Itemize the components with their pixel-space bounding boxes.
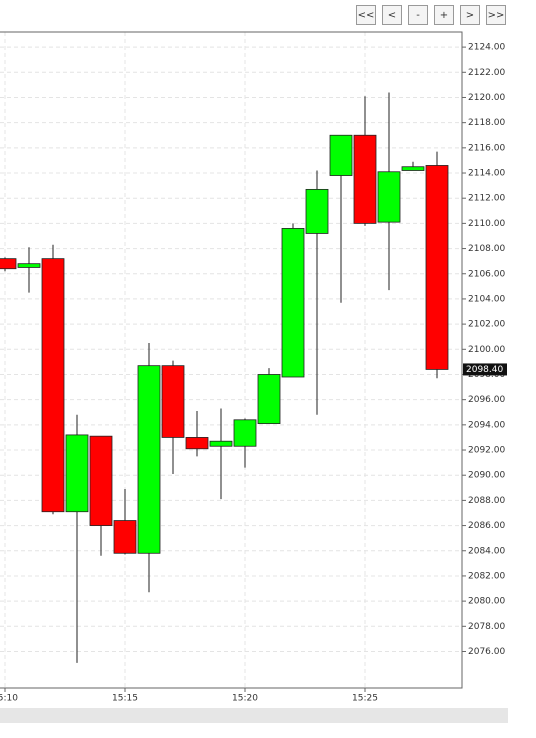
y-tick-label: 2088.00	[468, 496, 505, 506]
candle-body	[281, 228, 305, 378]
y-tick-label: 2122.00	[468, 68, 505, 78]
candle-body	[401, 166, 425, 171]
y-tick-label: 2100.00	[468, 345, 505, 355]
y-tick-label: 2118.00	[468, 118, 505, 128]
candle-body	[425, 165, 449, 370]
nav-button[interactable]: +	[434, 5, 454, 25]
candle-body	[209, 440, 233, 447]
candle-body	[185, 437, 209, 450]
candle-body	[329, 134, 353, 176]
y-tick-label: 2116.00	[468, 143, 505, 153]
candle-body	[257, 374, 281, 424]
candle-body	[0, 258, 17, 270]
nav-button[interactable]: <	[382, 5, 402, 25]
candle-body	[113, 520, 137, 554]
y-tick-label: 2110.00	[468, 219, 505, 229]
plot-frame	[0, 31, 463, 689]
last-price-box	[463, 363, 507, 376]
y-tick-label: 2076.00	[468, 647, 505, 657]
y-tick-label: 2090.00	[468, 471, 505, 481]
y-tick-label: 2102.00	[468, 320, 505, 330]
nav-button[interactable]: >	[460, 5, 480, 25]
y-tick-label: 2114.00	[468, 169, 505, 179]
candle-body	[65, 434, 89, 513]
y-tick-label: 2104.00	[468, 294, 505, 304]
x-tick-label: 15:10	[0, 694, 18, 704]
y-tick-label: 2096.00	[468, 395, 505, 405]
y-tick-label: 2078.00	[468, 622, 505, 632]
y-tick-label: 2082.00	[468, 571, 505, 581]
nav-button[interactable]: -	[408, 5, 428, 25]
candle-body	[377, 171, 401, 223]
y-tick-label: 2112.00	[468, 194, 505, 204]
y-tick-label: 2124.00	[468, 43, 505, 53]
y-tick-label: 2120.00	[468, 93, 505, 103]
y-tick-label: 2092.00	[468, 446, 505, 456]
x-tick-label: 15:25	[352, 694, 378, 704]
x-tick-label: 15:20	[232, 694, 258, 704]
y-tick-label: 2080.00	[468, 597, 505, 607]
candle-body	[17, 263, 41, 268]
candle-body	[89, 435, 113, 526]
scrollbar[interactable]	[0, 708, 508, 723]
y-tick-label: 2084.00	[468, 546, 505, 556]
candle-body	[305, 188, 329, 234]
nav-button[interactable]: <<	[356, 5, 376, 25]
candle-body	[161, 365, 185, 438]
candle-body	[353, 134, 377, 224]
candle-body	[233, 419, 257, 447]
y-tick-label: 2106.00	[468, 269, 505, 279]
y-tick-label: 2086.00	[468, 521, 505, 531]
last-price-label: 2098.40	[466, 365, 503, 375]
y-tick-label: 2108.00	[468, 244, 505, 254]
candle-body	[41, 258, 65, 513]
x-tick-label: 15:15	[112, 694, 138, 704]
nav-button[interactable]: >>	[486, 5, 506, 25]
candle-body	[137, 365, 161, 554]
y-tick-label: 2094.00	[468, 420, 505, 430]
